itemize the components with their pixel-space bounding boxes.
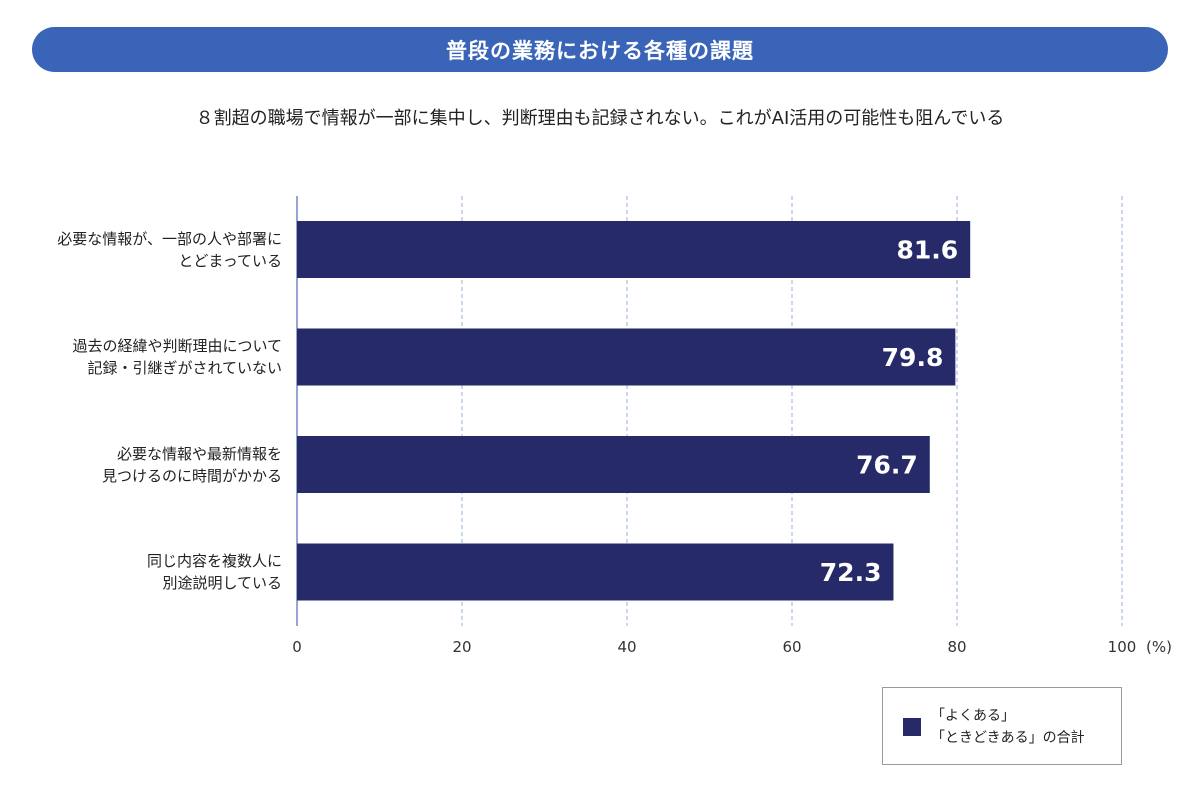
category-label: 同じ内容を複数人に別途説明している [147, 550, 282, 594]
legend-swatch [903, 718, 921, 736]
category-label-line: 見つけるのに時間がかかる [101, 466, 282, 485]
category-label-line: 過去の経緯や判断理由について [72, 337, 282, 355]
bar-value-label: 81.6 [897, 236, 959, 265]
chart-title: 普段の業務における各種の課題 [446, 38, 754, 63]
category-label: 必要な情報が、一部の人や部署にとどまっている [57, 228, 282, 272]
category-label-line: 別途説明している [162, 574, 282, 592]
x-unit-label: (%) [1146, 638, 1172, 656]
category-label-line: 必要な情報が、一部の人や部署に [57, 229, 282, 248]
chart-title-bar: 普段の業務における各種の課題 [32, 27, 1168, 72]
x-tick-label: 20 [452, 638, 471, 656]
bar-value-label: 72.3 [820, 558, 882, 587]
legend: 「よくある」 「ときどきある」の合計 [882, 687, 1122, 765]
x-tick-label: 0 [292, 638, 302, 656]
legend-label-line2: 「ときどきある」の合計 [931, 730, 1085, 746]
x-tick-label: 60 [782, 638, 801, 656]
category-label-line: 記録・引継ぎがされていない [87, 359, 282, 377]
category-label-line: 同じ内容を複数人に [146, 552, 282, 570]
bar [297, 436, 930, 493]
bar-value-label: 76.7 [856, 451, 918, 480]
category-label: 必要な情報や最新情報を見つけるのに時間がかかる [102, 443, 282, 487]
bar [297, 543, 894, 601]
bar [297, 328, 956, 386]
bar-value-label: 79.8 [882, 343, 944, 372]
x-tick-label: 100 [1108, 638, 1137, 656]
category-label-line: とどまっている [178, 251, 282, 270]
category-label: 過去の経緯や判断理由について記録・引継ぎがされていない [72, 335, 282, 379]
category-label-line: 必要な情報や最新情報を [116, 444, 282, 463]
x-tick-label: 80 [947, 638, 966, 656]
legend-text: 「よくある」 「ときどきある」の合計 [931, 705, 1085, 749]
legend-label-line1: 「よくある」 [931, 708, 1015, 724]
x-tick-label: 40 [617, 638, 636, 656]
chart-subtitle: ８割超の職場で情報が一部に集中し、判断理由も記録されない。これがAI活用の可能性… [195, 108, 1005, 129]
bar [297, 221, 971, 278]
